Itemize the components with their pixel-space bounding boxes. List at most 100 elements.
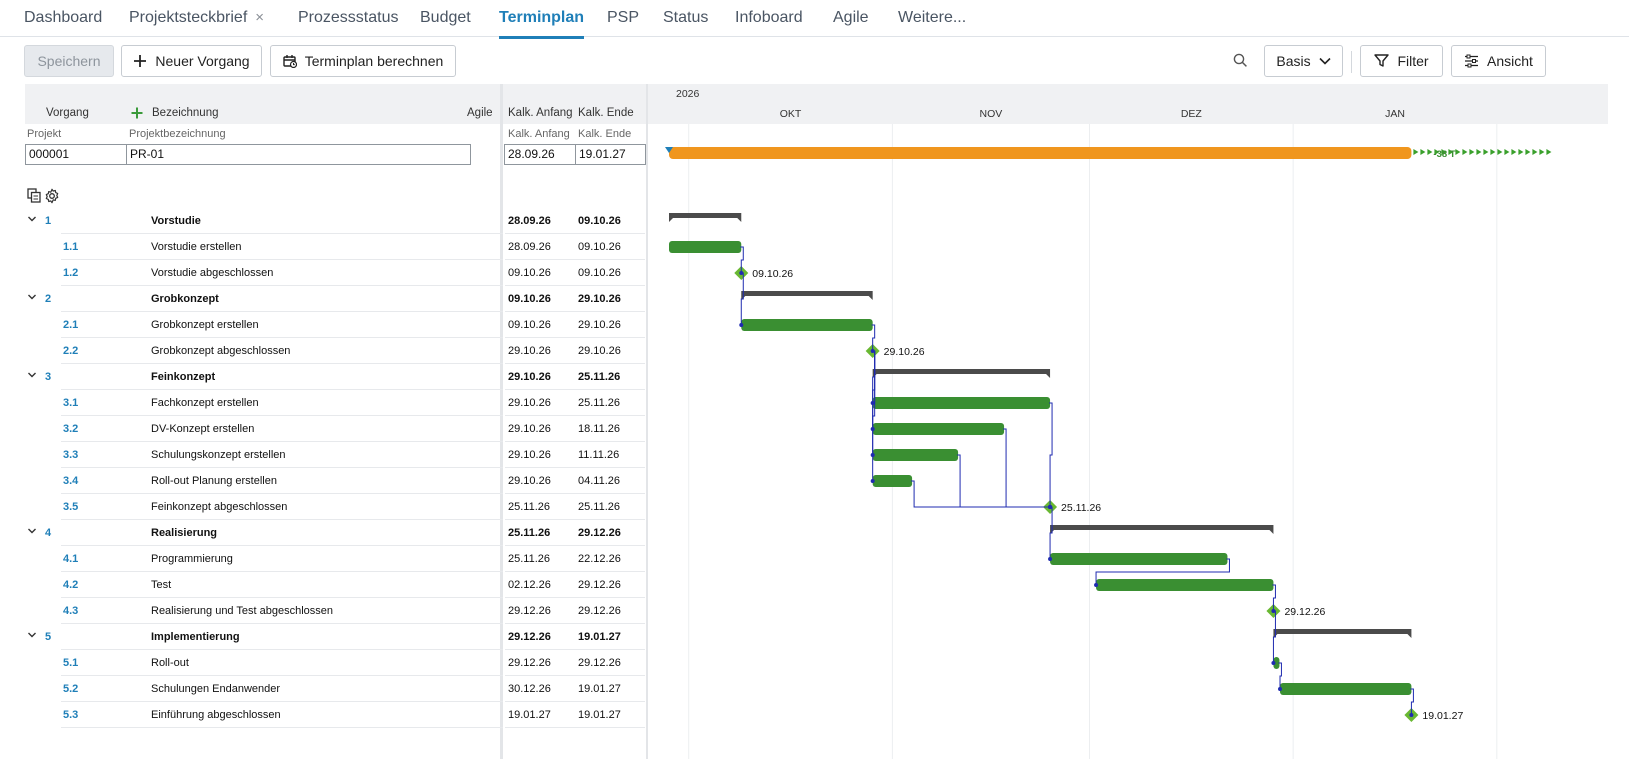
save-button[interactable]: Speichern (24, 45, 114, 77)
task-row[interactable]: 5 Implementierung (25, 624, 503, 650)
task-number[interactable]: 2.2 (63, 345, 79, 357)
task-number[interactable]: 3.3 (63, 449, 79, 461)
task-row[interactable]: 5.3 Einführung abgeschlossen (25, 702, 503, 728)
row-divider (505, 363, 645, 364)
row-divider (61, 727, 503, 728)
task-row[interactable]: 1.1 Vorstudie erstellen (25, 234, 503, 260)
task-row[interactable]: 1 Vorstudie (25, 208, 503, 234)
project-end-field[interactable]: 19.01.27 (575, 144, 646, 165)
row-divider (505, 701, 645, 702)
calculate-schedule-button[interactable]: Terminplan berechnen (270, 45, 456, 77)
task-row[interactable]: 4.2 Test (25, 572, 503, 598)
column-header-bezeichnung[interactable]: Bezeichnung (152, 107, 219, 119)
collapse-chevron-icon[interactable] (27, 630, 37, 640)
new-task-button[interactable]: Neuer Vorgang (121, 45, 262, 77)
task-dates-row: 29.10.26 25.11.26 (505, 390, 645, 416)
add-task-plus-icon[interactable] (131, 107, 143, 119)
task-name: Realisierung (151, 527, 218, 539)
task-number[interactable]: 4.2 (63, 579, 79, 591)
task-row[interactable]: 4 Realisierung (25, 520, 503, 546)
task-number[interactable]: 5 (45, 631, 52, 643)
project-start-field[interactable]: 28.09.26 (504, 144, 576, 165)
task-row[interactable]: 2.2 Grobkonzept abgeschlossen (25, 338, 503, 364)
project-id-field[interactable]: 000001 (25, 144, 127, 165)
tab-prozessstatus[interactable]: Prozessstatus (298, 9, 398, 27)
tab-label: Status (663, 9, 709, 26)
calculate-schedule-label: Terminplan berechnen (304, 53, 444, 69)
collapse-chevron-icon[interactable] (27, 526, 37, 536)
row-divider (505, 467, 645, 468)
search-icon[interactable] (1233, 53, 1248, 68)
tab-terminplan[interactable]: Terminplan (499, 9, 585, 39)
filter-button[interactable]: Filter (1360, 45, 1443, 77)
column-header-agile[interactable]: Agile (467, 107, 493, 119)
task-row[interactable]: 1.2 Vorstudie abgeschlossen (25, 260, 503, 286)
task-number[interactable]: 5.3 (63, 709, 79, 721)
task-number[interactable]: 1 (45, 215, 52, 227)
start-filter-label: Kalk. Anfang (508, 128, 570, 140)
task-number[interactable]: 4.3 (63, 605, 79, 617)
task-row[interactable]: 3.3 Schulungskonzept erstellen (25, 442, 503, 468)
gear-icon[interactable] (44, 188, 60, 204)
task-number[interactable]: 2.1 (63, 319, 79, 331)
collapse-chevron-icon[interactable] (27, 370, 37, 380)
tab-psp[interactable]: PSP (607, 9, 639, 27)
task-row[interactable]: 2.1 Grobkonzept erstellen (25, 312, 503, 338)
view-button[interactable]: Ansicht (1451, 45, 1546, 77)
overdue-arrow (1434, 149, 1440, 155)
task-number[interactable]: 4.1 (63, 553, 79, 565)
task-number[interactable]: 3.5 (63, 501, 79, 513)
tab-budget[interactable]: Budget (420, 9, 471, 27)
tab-weitere[interactable]: Weitere... (898, 9, 966, 27)
task-name: Feinkonzept (151, 371, 216, 383)
tab-agile[interactable]: Agile (833, 9, 869, 27)
task-number[interactable]: 2 (45, 293, 52, 305)
tab-status[interactable]: Status (663, 9, 708, 27)
save-button-label: Speichern (37, 53, 101, 69)
column-header-start[interactable]: Kalk. Anfang (508, 107, 573, 119)
tab-infoboard[interactable]: Infoboard (735, 9, 803, 27)
task-row[interactable]: 3.1 Fachkonzept erstellen (25, 390, 503, 416)
task-bar (1273, 657, 1280, 669)
task-row[interactable]: 4.3 Realisierung und Test abgeschlossen (25, 598, 503, 624)
task-number[interactable]: 5.1 (63, 657, 79, 669)
row-divider (61, 493, 503, 494)
task-number[interactable]: 3.2 (63, 423, 79, 435)
task-number[interactable]: 3 (45, 371, 52, 383)
task-row[interactable]: 5.2 Schulungen Endanwender (25, 676, 503, 702)
tab-dashboard[interactable]: Dashboard (24, 9, 102, 27)
task-number[interactable]: 5.2 (63, 683, 79, 695)
task-name: Programmierung (151, 553, 233, 565)
chevron-down-icon (1319, 57, 1331, 65)
project-name-field[interactable]: PR-01 (126, 144, 471, 165)
task-number[interactable]: 3.4 (63, 475, 79, 487)
task-dates-row: 25.11.26 25.11.26 (505, 494, 645, 520)
task-row[interactable]: 2 Grobkonzept (25, 286, 503, 312)
collapse-chevron-icon[interactable] (27, 214, 37, 224)
task-row[interactable]: 3.2 DV-Konzept erstellen (25, 416, 503, 442)
task-number[interactable]: 1.2 (63, 267, 79, 279)
milestone-date: 29.10.26 (884, 346, 925, 358)
summary-bar (1273, 629, 1412, 638)
task-end: 29.12.26 (578, 657, 621, 669)
task-row[interactable]: 3.5 Feinkonzept abgeschlossen (25, 494, 503, 520)
collapse-chevron-icon[interactable] (27, 292, 37, 302)
tab-projektsteckbrief[interactable]: Projektsteckbrief × (129, 9, 264, 27)
splitter-right[interactable] (646, 84, 648, 759)
project-filter-label: Projekt (27, 128, 62, 140)
task-row[interactable]: 3.4 Roll-out Planung erstellen (25, 468, 503, 494)
splitter-left[interactable] (500, 84, 503, 759)
column-header-end[interactable]: Kalk. Ende (578, 107, 634, 119)
task-number[interactable]: 1.1 (63, 241, 79, 253)
baseline-dropdown[interactable]: Basis (1264, 45, 1343, 77)
task-row[interactable]: 3 Feinkonzept (25, 364, 503, 390)
column-header-vorgang[interactable]: Vorgang (46, 107, 89, 119)
task-row[interactable]: 5.1 Roll-out (25, 650, 503, 676)
overdue-arrow (1483, 149, 1489, 155)
task-dates-row: 09.10.26 09.10.26 (505, 260, 645, 286)
task-number[interactable]: 3.1 (63, 397, 79, 409)
task-row[interactable]: 4.1 Programmierung (25, 546, 503, 572)
copy-icon[interactable] (27, 188, 41, 203)
task-number[interactable]: 4 (45, 527, 52, 539)
close-tab-icon[interactable]: × (255, 9, 265, 26)
